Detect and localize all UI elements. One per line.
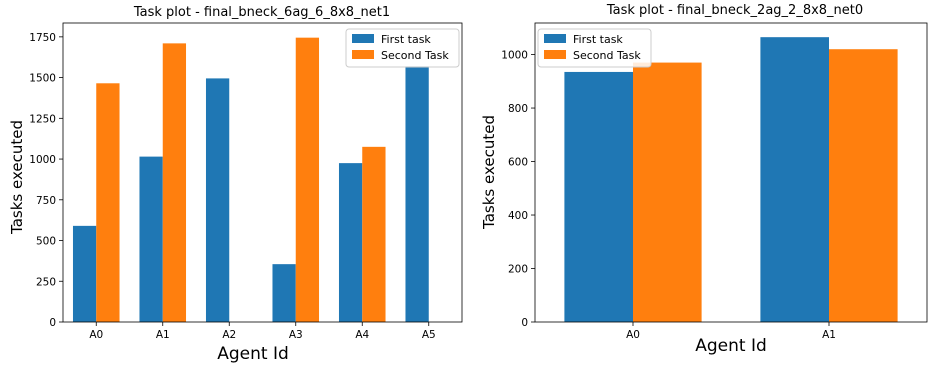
bar-a0-first-task	[72, 225, 97, 322]
y-tick-label: 400	[508, 210, 528, 222]
chart-left-legend: First task Second Task	[345, 28, 460, 68]
chart-left-xlabel: Agent Id	[217, 344, 289, 364]
y-tick-label: 500	[36, 236, 56, 248]
x-tick-label: A2	[222, 329, 236, 341]
bar-a0-first-task	[564, 71, 633, 322]
y-tick-label: 1250	[29, 113, 56, 125]
x-tick-label: A0	[626, 329, 640, 341]
y-tick-label: 1500	[29, 73, 56, 85]
chart-right-ylabel: Tasks executed	[480, 115, 498, 230]
bar-a2-first-task	[205, 78, 230, 322]
x-tick-label: A1	[156, 329, 170, 341]
y-tick-label: 0	[49, 317, 56, 329]
legend-swatch-second-task	[352, 50, 374, 59]
chart-left-axes: 0 250 500 750 1000 1250 1500 1750 A0 A1 A2 A3 A4 A5	[29, 22, 463, 341]
bar-a3-first-task	[272, 264, 296, 322]
legend-box	[345, 28, 460, 68]
legend-swatch-first-task	[352, 34, 374, 43]
chart-left-title: Task plot - final_bneck_6ag_6_8x8_net1	[133, 5, 390, 20]
legend-swatch-first-task	[544, 34, 566, 43]
legend-label-first-task: First task	[573, 33, 623, 46]
y-tick-label: 1000	[29, 154, 56, 166]
bar-a1-first-task	[139, 156, 163, 322]
chart-right-bars	[564, 37, 898, 323]
y-tick-label: 0	[521, 317, 528, 329]
bar-a1-second-task	[829, 49, 898, 323]
chart-left-bars	[72, 37, 429, 323]
y-tick-label: 750	[36, 195, 56, 207]
plot-frame	[534, 22, 928, 323]
chart-right-axes: 0 200 400 600 800 1000 A0 A1	[501, 22, 928, 341]
y-tick-label: 800	[508, 103, 528, 115]
chart-left: Task plot - final_bneck_6ag_6_8x8_net1 0…	[8, 5, 463, 364]
chart-right-title: Task plot - final_bneck_2ag_2_8x8_net0	[606, 3, 863, 18]
bar-a3-second-task	[295, 37, 320, 322]
legend-label-second-task: Second Task	[573, 49, 641, 62]
bar-a4-first-task	[338, 163, 363, 322]
x-tick-label: A0	[89, 329, 103, 341]
x-tick-label: A1	[822, 329, 836, 341]
plot-frame	[62, 22, 463, 323]
chart-right: Task plot - final_bneck_2ag_2_8x8_net0 0…	[480, 3, 928, 356]
x-tick-label: A3	[289, 329, 303, 341]
legend-label-second-task: Second Task	[381, 49, 449, 62]
y-tick-label: 1750	[29, 32, 56, 44]
legend-label-first-task: First task	[381, 33, 431, 46]
bar-a1-second-task	[162, 43, 187, 322]
y-tick-label: 1000	[501, 50, 528, 62]
y-tick-label: 250	[36, 276, 56, 288]
bar-a0-second-task	[633, 62, 702, 323]
chart-right-xlabel: Agent Id	[695, 336, 767, 356]
bar-a1-first-task	[760, 37, 829, 323]
bar-a5-first-task	[405, 66, 429, 322]
bar-a0-second-task	[96, 83, 120, 323]
x-tick-label: A5	[422, 329, 436, 341]
y-tick-label: 200	[508, 264, 528, 276]
y-tick-label: 600	[508, 157, 528, 169]
chart-right-legend: First task Second Task	[537, 28, 652, 68]
chart-left-ylabel: Tasks executed	[8, 120, 26, 235]
bar-a4-second-task	[362, 146, 386, 322]
legend-box	[537, 28, 652, 68]
legend-swatch-second-task	[544, 50, 566, 59]
x-tick-label: A4	[355, 329, 369, 341]
